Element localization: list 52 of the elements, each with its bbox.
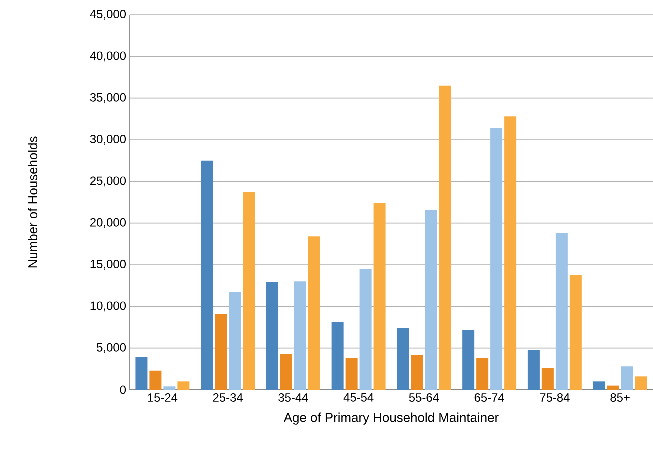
bar — [397, 328, 410, 390]
bar — [476, 358, 489, 390]
y-tick-label: 20,000 — [90, 218, 126, 228]
bar — [266, 282, 278, 390]
bar — [556, 233, 568, 390]
bar — [332, 322, 344, 390]
bar — [593, 382, 606, 390]
y-tick-label: 40,000 — [90, 52, 126, 62]
bar — [607, 386, 620, 390]
bar — [215, 314, 228, 390]
bar — [136, 357, 148, 390]
y-tick-label: 5,000 — [97, 343, 126, 354]
x-axis-title: Age of Primary Household Maintainer — [284, 412, 499, 425]
bar — [243, 192, 256, 390]
bar — [439, 86, 452, 390]
y-tick-label: 10,000 — [90, 302, 126, 312]
bar — [346, 358, 358, 390]
x-tick-label: 45-54 — [344, 394, 374, 402]
x-tick-label: 85+ — [610, 394, 630, 402]
bar — [360, 269, 372, 390]
y-tick-label: 45,000 — [90, 10, 126, 20]
bar — [294, 282, 306, 390]
bar — [374, 203, 386, 390]
bar — [150, 370, 162, 390]
y-tick-label: 30,000 — [90, 135, 126, 145]
y-tick-label: 25,000 — [90, 176, 126, 187]
x-tick-label: 35-44 — [278, 394, 308, 402]
bar — [635, 376, 648, 390]
bar — [462, 330, 475, 390]
bar — [425, 210, 438, 390]
bar — [164, 386, 176, 390]
bar — [490, 128, 503, 390]
y-tick-label: 0 — [120, 386, 126, 394]
x-tick-label: 55-64 — [409, 394, 440, 402]
x-tick-label: 65-74 — [474, 394, 504, 402]
y-axis-title: Number of Households — [28, 136, 38, 268]
bar — [528, 350, 540, 390]
y-tick-label: 35,000 — [90, 93, 126, 104]
bar — [411, 354, 424, 390]
x-tick-label: 25-34 — [213, 394, 243, 402]
bar — [621, 366, 634, 390]
bar — [308, 236, 320, 390]
bar — [178, 382, 190, 390]
bar — [542, 368, 554, 390]
bar — [229, 292, 242, 390]
bar — [280, 354, 292, 390]
x-tick-label: 75-84 — [540, 394, 570, 402]
x-tick-label: 15-24 — [148, 394, 178, 402]
bar — [201, 160, 214, 390]
bar — [504, 116, 517, 390]
y-tick-label: 15,000 — [90, 260, 126, 270]
bar — [570, 274, 582, 390]
